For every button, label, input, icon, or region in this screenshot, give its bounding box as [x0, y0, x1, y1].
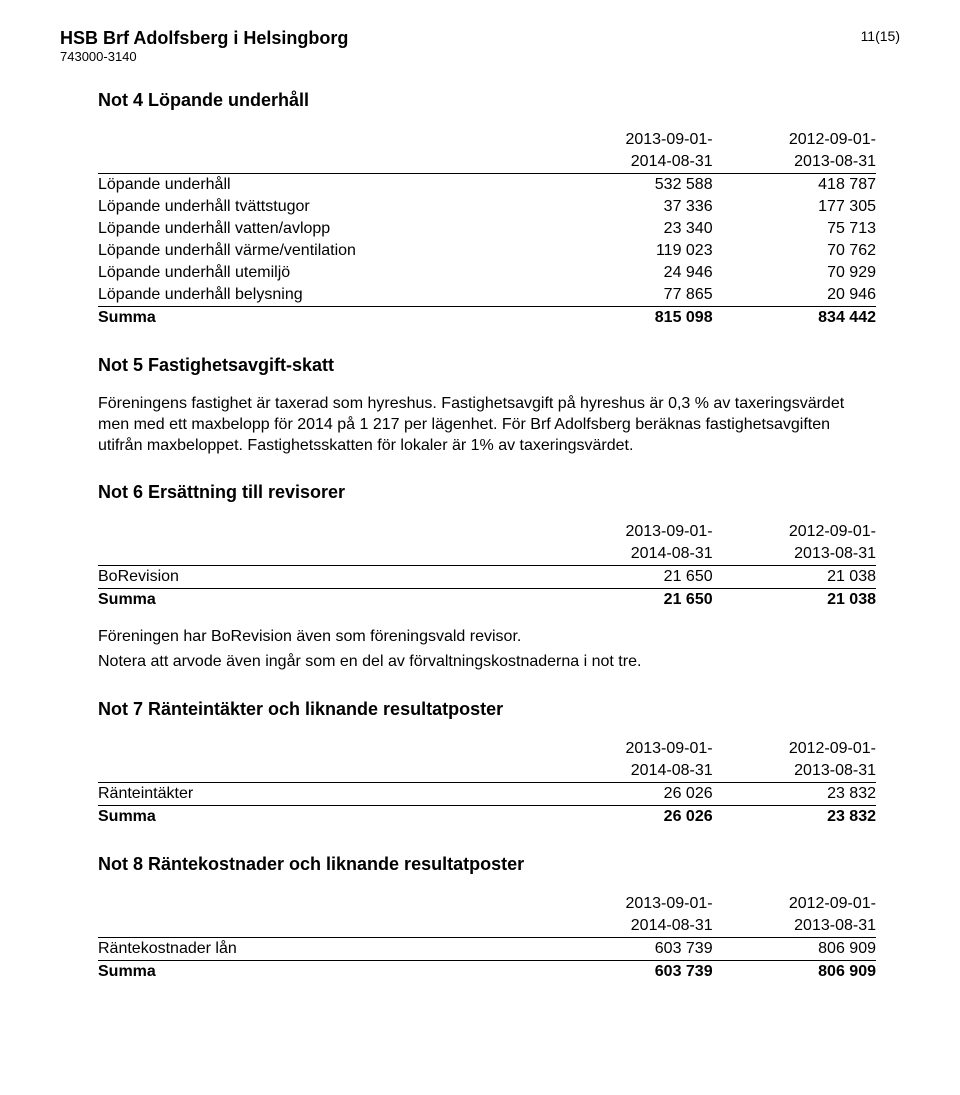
row-current: 119 023	[549, 240, 712, 262]
row-label: Löpande underhåll tvättstugor	[98, 196, 549, 218]
row-current: 532 588	[549, 174, 712, 197]
table-row: BoRevision 21 650 21 038	[98, 566, 876, 589]
row-current: 26 026	[549, 782, 712, 805]
org-name: HSB Brf Adolfsberg i Helsingborg	[60, 28, 348, 49]
row-prior: 70 762	[713, 240, 876, 262]
not5-text: Föreningens fastighet är taxerad som hyr…	[98, 394, 876, 456]
period-current-top: 2013-09-01-	[549, 521, 712, 543]
summa-prior: 21 038	[713, 589, 876, 612]
summa-label: Summa	[98, 589, 549, 612]
not8-table: 2013-09-01- 2012-09-01- 2014-08-31 2013-…	[98, 893, 876, 983]
summa-row: Summa 603 739 806 909	[98, 960, 876, 983]
row-label: Löpande underhåll värme/ventilation	[98, 240, 549, 262]
row-label: Löpande underhåll utemiljö	[98, 262, 549, 284]
period-current-bottom: 2014-08-31	[549, 915, 712, 938]
page-header: HSB Brf Adolfsberg i Helsingborg 743000-…	[60, 28, 900, 64]
period-prior-top: 2012-09-01-	[713, 738, 876, 760]
summa-current: 21 650	[549, 589, 712, 612]
summa-row: Summa 26 026 23 832	[98, 805, 876, 828]
table-row: Löpande underhåll tvättstugor 37 336 177…	[98, 196, 876, 218]
table-row: Ränteintäkter 26 026 23 832	[98, 782, 876, 805]
row-label: Räntekostnader lån	[98, 937, 549, 960]
row-prior: 418 787	[713, 174, 876, 197]
row-current: 21 650	[549, 566, 712, 589]
not4-table: 2013-09-01- 2012-09-01- 2014-08-31 2013-…	[98, 129, 876, 329]
period-current-top: 2013-09-01-	[549, 893, 712, 915]
summa-current: 603 739	[549, 960, 712, 983]
row-prior: 23 832	[713, 782, 876, 805]
page-root: HSB Brf Adolfsberg i Helsingborg 743000-…	[0, 0, 960, 1043]
content-block: Not 4 Löpande underhåll 2013-09-01- 2012…	[98, 90, 876, 983]
row-prior: 70 929	[713, 262, 876, 284]
org-id: 743000-3140	[60, 49, 348, 64]
row-current: 603 739	[549, 937, 712, 960]
summa-row: Summa 815 098 834 442	[98, 307, 876, 330]
table-row: Räntekostnader lån 603 739 806 909	[98, 937, 876, 960]
row-label: Löpande underhåll	[98, 174, 549, 197]
not4-title: Not 4 Löpande underhåll	[98, 90, 876, 111]
period-current-bottom: 2014-08-31	[549, 543, 712, 566]
row-current: 23 340	[549, 218, 712, 240]
row-prior: 75 713	[713, 218, 876, 240]
summa-current: 815 098	[549, 307, 712, 330]
org-block: HSB Brf Adolfsberg i Helsingborg 743000-…	[60, 28, 348, 64]
not8-title: Not 8 Räntekostnader och liknande result…	[98, 854, 876, 875]
summa-label: Summa	[98, 307, 549, 330]
not5-title: Not 5 Fastighetsavgift-skatt	[98, 355, 876, 376]
row-current: 37 336	[549, 196, 712, 218]
row-label: Löpande underhåll belysning	[98, 284, 549, 307]
summa-label: Summa	[98, 960, 549, 983]
period-current-bottom: 2014-08-31	[549, 760, 712, 783]
table-row: Löpande underhåll belysning 77 865 20 94…	[98, 284, 876, 307]
period-prior-top: 2012-09-01-	[713, 521, 876, 543]
row-label: Ränteintäkter	[98, 782, 549, 805]
period-current-top: 2013-09-01-	[549, 129, 712, 151]
period-prior-top: 2012-09-01-	[713, 129, 876, 151]
summa-row: Summa 21 650 21 038	[98, 589, 876, 612]
not6-title: Not 6 Ersättning till revisorer	[98, 482, 876, 503]
period-prior-bottom: 2013-08-31	[713, 151, 876, 174]
not7-title: Not 7 Ränteintäkter och liknande resulta…	[98, 699, 876, 720]
row-current: 77 865	[549, 284, 712, 307]
summa-prior: 806 909	[713, 960, 876, 983]
not6-text1: Föreningen har BoRevision även som fören…	[98, 627, 876, 648]
table-row: Löpande underhåll 532 588 418 787	[98, 174, 876, 197]
not7-table: 2013-09-01- 2012-09-01- 2014-08-31 2013-…	[98, 738, 876, 828]
row-prior: 21 038	[713, 566, 876, 589]
period-prior-top: 2012-09-01-	[713, 893, 876, 915]
row-label: Löpande underhåll vatten/avlopp	[98, 218, 549, 240]
table-row: Löpande underhåll vatten/avlopp 23 340 7…	[98, 218, 876, 240]
not6-table: 2013-09-01- 2012-09-01- 2014-08-31 2013-…	[98, 521, 876, 611]
row-label: BoRevision	[98, 566, 549, 589]
period-prior-bottom: 2013-08-31	[713, 543, 876, 566]
summa-prior: 834 442	[713, 307, 876, 330]
summa-prior: 23 832	[713, 805, 876, 828]
period-prior-bottom: 2013-08-31	[713, 760, 876, 783]
row-prior: 20 946	[713, 284, 876, 307]
period-current-bottom: 2014-08-31	[549, 151, 712, 174]
page-number: 11(15)	[861, 28, 900, 44]
row-current: 24 946	[549, 262, 712, 284]
row-prior: 806 909	[713, 937, 876, 960]
not6-text2: Notera att arvode även ingår som en del …	[98, 652, 876, 673]
table-row: Löpande underhåll värme/ventilation 119 …	[98, 240, 876, 262]
summa-label: Summa	[98, 805, 549, 828]
period-current-top: 2013-09-01-	[549, 738, 712, 760]
period-prior-bottom: 2013-08-31	[713, 915, 876, 938]
row-prior: 177 305	[713, 196, 876, 218]
summa-current: 26 026	[549, 805, 712, 828]
table-row: Löpande underhåll utemiljö 24 946 70 929	[98, 262, 876, 284]
